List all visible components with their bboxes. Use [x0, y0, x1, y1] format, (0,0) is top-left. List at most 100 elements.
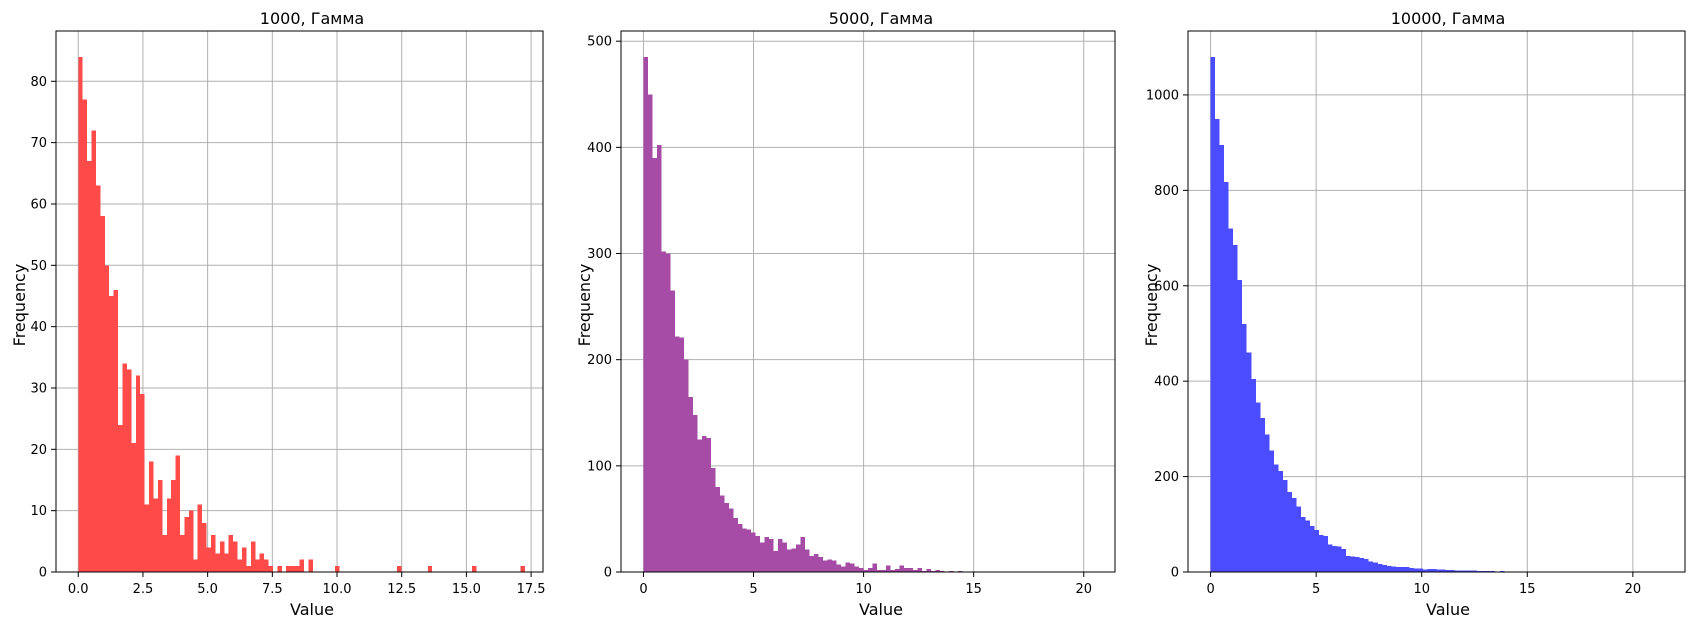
- histogram-bar: [193, 559, 198, 572]
- histogram-bar: [1441, 569, 1446, 572]
- histogram-bar: [850, 563, 855, 572]
- histogram-bar: [724, 502, 729, 572]
- histogram-bar: [1427, 569, 1432, 572]
- histogram-bar: [118, 424, 123, 572]
- histogram-bar: [1418, 568, 1423, 572]
- histogram-bar: [818, 557, 824, 572]
- histogram-bar: [113, 289, 119, 572]
- histogram-bar: [1346, 555, 1351, 572]
- y-tick-label: 500: [587, 35, 612, 50]
- histogram-bar: [890, 569, 895, 572]
- histogram-bar: [100, 216, 105, 572]
- histogram-bar: [144, 504, 150, 572]
- histogram-bar: [764, 536, 770, 572]
- histogram-bar: [1431, 569, 1437, 572]
- histogram-bar: [1260, 417, 1265, 572]
- y-tick-label: 800: [1154, 184, 1179, 199]
- histogram-bar: [1210, 56, 1216, 573]
- histogram-bar: [679, 337, 684, 572]
- plot-frame: [620, 30, 1116, 573]
- histogram-bar: [832, 560, 837, 572]
- y-tick-label: 70: [30, 136, 47, 151]
- histogram-bar: [1337, 546, 1342, 572]
- x-tick-label: 15: [965, 582, 982, 597]
- histogram-bar: [1400, 566, 1405, 572]
- histogram-bar: [1459, 570, 1464, 572]
- histogram-bar: [1264, 434, 1270, 572]
- histogram-bar: [171, 479, 176, 572]
- y-axis-label: Frequency: [10, 264, 29, 347]
- histogram-bar: [250, 541, 256, 572]
- histogram-bar: [957, 570, 963, 572]
- plot-frame: [1187, 30, 1686, 573]
- histogram-bar: [912, 569, 918, 572]
- histogram-bar: [773, 550, 779, 572]
- histogram-bar: [809, 556, 815, 572]
- y-tick-label: 60: [30, 197, 47, 212]
- y-tick-label: 1000: [1146, 88, 1179, 103]
- y-tick-label: 400: [587, 141, 612, 156]
- histogram-bar: [921, 570, 927, 572]
- y-tick-label: 200: [587, 353, 612, 368]
- histogram-bar: [1314, 530, 1320, 572]
- histogram-bar: [290, 565, 296, 572]
- x-tick-label: 20: [1625, 582, 1642, 597]
- x-tick-label: 5: [749, 582, 757, 597]
- histogram-bar: [175, 455, 181, 572]
- y-tick-label: 0: [1171, 566, 1179, 581]
- x-tick-label: 17.5: [517, 582, 546, 597]
- histogram-bar: [202, 522, 207, 572]
- histogram-bar: [277, 565, 282, 572]
- panel-5000: 5000, Гамма Value Frequency 0 5 10 15 200100…: [575, 9, 1116, 619]
- histogram-bar: [787, 549, 792, 572]
- y-tick-label: 600: [1154, 279, 1179, 294]
- histogram-bar: [1300, 517, 1306, 572]
- histogram-bar: [1273, 464, 1279, 572]
- histogram-bar: [782, 542, 788, 572]
- histogram-bar: [948, 570, 954, 572]
- chart-title: 1000, Гамма: [260, 9, 364, 28]
- histogram-bar: [162, 535, 167, 572]
- histogram-bar: [1278, 470, 1283, 572]
- histogram-bar: [472, 565, 477, 572]
- histogram-bar: [796, 544, 801, 572]
- histogram-bar: [1450, 570, 1455, 572]
- histogram-bar: [1472, 570, 1478, 572]
- histogram-bar: [688, 396, 693, 572]
- histogram-bar: [246, 565, 251, 572]
- histogram-bar: [733, 517, 738, 572]
- histogram-bar: [1291, 498, 1297, 572]
- histogram-bar: [746, 529, 752, 572]
- histogram-bar: [206, 547, 212, 572]
- y-tick-label: 200: [1154, 470, 1179, 485]
- histogram-bar: [836, 564, 842, 572]
- histogram-bar: [939, 570, 945, 572]
- histogram-bar: [706, 438, 711, 572]
- histogram-bar: [652, 157, 657, 572]
- histogram-bars: [78, 56, 526, 573]
- histogram-bar: [241, 547, 247, 572]
- x-tick-label: 0: [639, 582, 647, 597]
- histogram-bar: [760, 542, 765, 572]
- histogram-bar: [1341, 549, 1347, 572]
- histogram-bar: [692, 414, 698, 572]
- histogram-bar: [1282, 479, 1288, 572]
- histogram-bar: [427, 565, 433, 572]
- histogram-bar: [683, 359, 689, 572]
- histogram-bar: [1373, 562, 1378, 572]
- panel-1000: 1000, Гамма Value Frequency 0.0 2.5 5.0 7.5…: [10, 9, 546, 619]
- histogram-bar: [1382, 564, 1387, 572]
- histogram-bar: [823, 560, 828, 572]
- histogram-bar: [237, 559, 242, 572]
- histogram-bar: [1422, 569, 1428, 572]
- histogram-bar: [396, 565, 402, 572]
- histogram-bar: [1386, 565, 1392, 572]
- y-axis-label: Frequency: [575, 264, 594, 347]
- histogram-bar: [228, 535, 234, 572]
- x-tick-label: 0: [1206, 582, 1214, 597]
- histogram-bar: [149, 461, 154, 572]
- x-tick-label: 7.5: [262, 582, 283, 597]
- histogram-bar: [903, 567, 909, 572]
